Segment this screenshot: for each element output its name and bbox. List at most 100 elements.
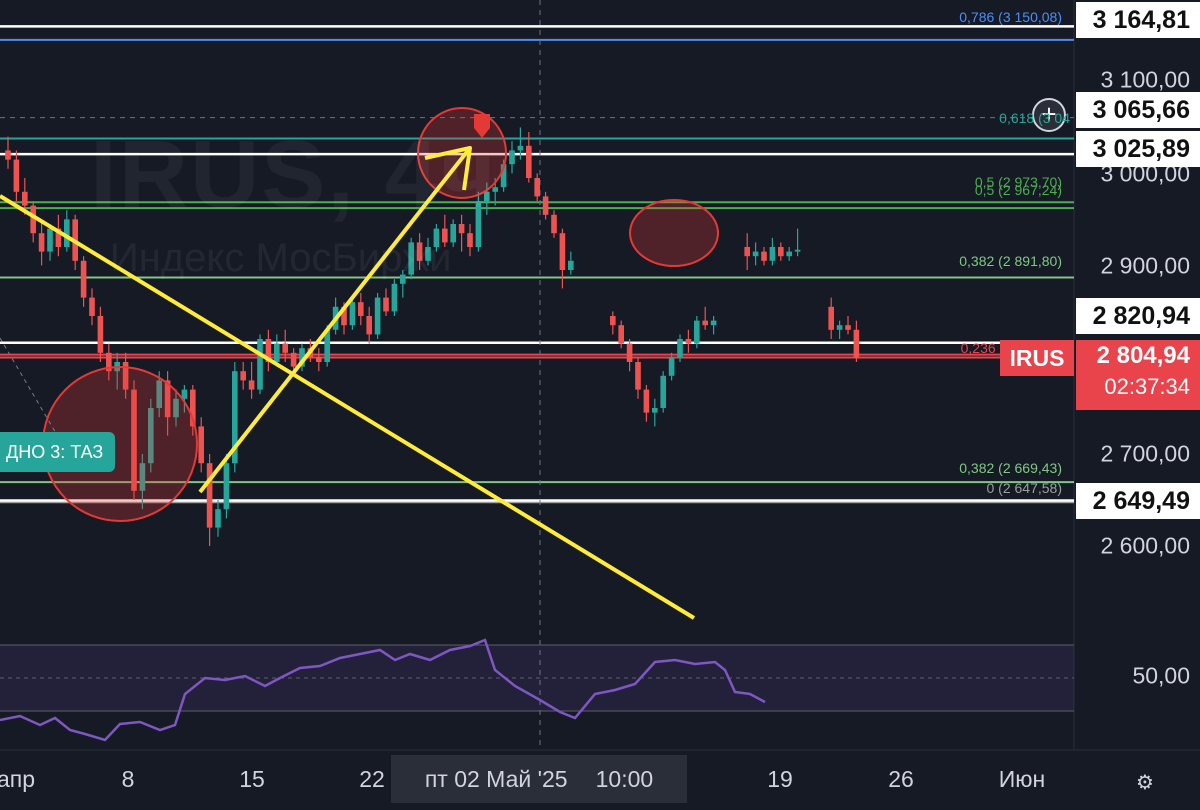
candle-body: [694, 320, 700, 344]
fib-label: 0,382 (2 669,43): [959, 460, 1062, 476]
current-price-badge: 2 804,94 02:37:34: [1076, 340, 1200, 410]
candle-body: [248, 380, 255, 390]
candle-body: [677, 339, 683, 358]
candle-body: [349, 302, 356, 326]
candle-body: [778, 247, 784, 257]
candle-body: [618, 325, 624, 344]
add-alert-button[interactable]: +: [1032, 98, 1066, 132]
drawing-dashed-line: [0, 337, 61, 441]
x-tick-label: Июн: [998, 766, 1046, 792]
candle-body: [215, 509, 221, 528]
settings-icon[interactable]: ⚙: [1136, 772, 1154, 794]
candle-body: [156, 380, 162, 408]
candle-body: [30, 205, 36, 234]
pattern-label[interactable]: ДНО 3: ТАЗ: [0, 432, 116, 472]
candle-body: [5, 150, 11, 160]
trend-line-up: [198, 203, 427, 494]
candle-body: [89, 297, 95, 316]
candle-body: [274, 343, 280, 362]
candle-body: [80, 260, 87, 298]
candle-body: [845, 325, 851, 330]
candle-body: [181, 389, 188, 399]
candle-body: [450, 224, 456, 243]
trend-line-down: [0, 194, 696, 620]
price-badge: 3 065,66: [1076, 92, 1200, 128]
rsi-line: [0, 638, 766, 742]
candle-body: [47, 228, 53, 252]
candle-body: [710, 320, 717, 326]
candle-body: [324, 329, 330, 362]
arrow-shaft: [423, 146, 472, 207]
candle-body: [786, 251, 792, 257]
candle-body: [164, 380, 171, 418]
candle-body: [198, 426, 204, 464]
countdown-timer: 02:37:34: [1104, 374, 1190, 399]
candle-body: [13, 159, 20, 192]
candle-body: [475, 201, 482, 247]
candle-body: [148, 408, 154, 464]
crosshair-time: 10:00: [595, 765, 654, 792]
fib-label: 0,786 (3 150,08): [959, 9, 1062, 25]
candle-body: [433, 228, 440, 247]
candle-body: [542, 196, 549, 215]
symbol-tag: IRUS: [1000, 340, 1074, 376]
candle-body: [383, 297, 389, 312]
candle-body: [408, 242, 414, 275]
candle-body: [643, 389, 650, 413]
candle-body: [442, 228, 448, 243]
watermark-symbol: IRUS, 4ч: [90, 121, 498, 228]
annotation-circle: [629, 199, 719, 267]
candle-body: [341, 306, 347, 326]
candle-body: [509, 150, 515, 165]
candle-body: [458, 224, 465, 234]
x-tick-label: апр: [0, 766, 36, 792]
candle-body: [551, 214, 557, 234]
candle-body: [534, 178, 540, 197]
candle-body: [744, 247, 750, 257]
candle-body: [702, 320, 708, 326]
candle-body: [257, 339, 263, 390]
sell-marker: [474, 114, 490, 138]
candle-body: [416, 242, 423, 261]
x-tick-label: 8: [121, 766, 135, 792]
candle-body: [55, 228, 62, 247]
candle-body: [400, 274, 406, 284]
candle-body: [668, 357, 675, 376]
candle-body: [366, 316, 372, 335]
crosshair-date-label: пт 02 Май '25 10:00: [391, 755, 687, 803]
fib-label: 0,382 (2 891,80): [959, 253, 1062, 269]
candle-body: [232, 371, 238, 464]
price-badge: 3 025,89: [1076, 131, 1200, 167]
y-tick-label: 2 700,00: [1100, 440, 1190, 467]
x-tick-label: 15: [239, 766, 265, 792]
candle-body: [299, 348, 305, 367]
candle-body: [652, 408, 658, 413]
candle-body: [38, 233, 45, 252]
fib-label: 0,618 (3 04: [999, 110, 1070, 126]
fib-label: 0,5 (2 967,24): [974, 182, 1062, 198]
price-badge: 2 649,49: [1076, 483, 1200, 519]
fib-label: 0,5 (2 973,70): [974, 174, 1062, 190]
candle-body: [173, 398, 179, 418]
candle-body: [769, 247, 776, 261]
crosshair-date: пт 02 Май '25: [424, 765, 568, 792]
candle-body: [836, 325, 843, 330]
candle-body: [22, 191, 28, 206]
y-tick-label: 3 100,00: [1100, 66, 1190, 93]
candle-body: [64, 219, 70, 247]
pattern-label-text: ДНО 3: ТАЗ: [6, 441, 104, 462]
current-price: 2 804,94: [1096, 342, 1190, 369]
candle-body: [358, 302, 364, 316]
candle-body: [853, 329, 860, 358]
candle-body: [206, 463, 213, 528]
x-tick-label: 19: [767, 766, 793, 792]
candle-body: [794, 249, 801, 252]
price-badge: 3 164,81: [1076, 2, 1200, 38]
candle-body: [240, 371, 246, 381]
candle-body: [828, 306, 834, 330]
rsi-level-label: 50,00: [1132, 662, 1190, 689]
candle-body: [685, 339, 692, 344]
candle-body: [568, 260, 574, 270]
watermark-subtitle: Индекс МосБиржи: [110, 236, 452, 280]
